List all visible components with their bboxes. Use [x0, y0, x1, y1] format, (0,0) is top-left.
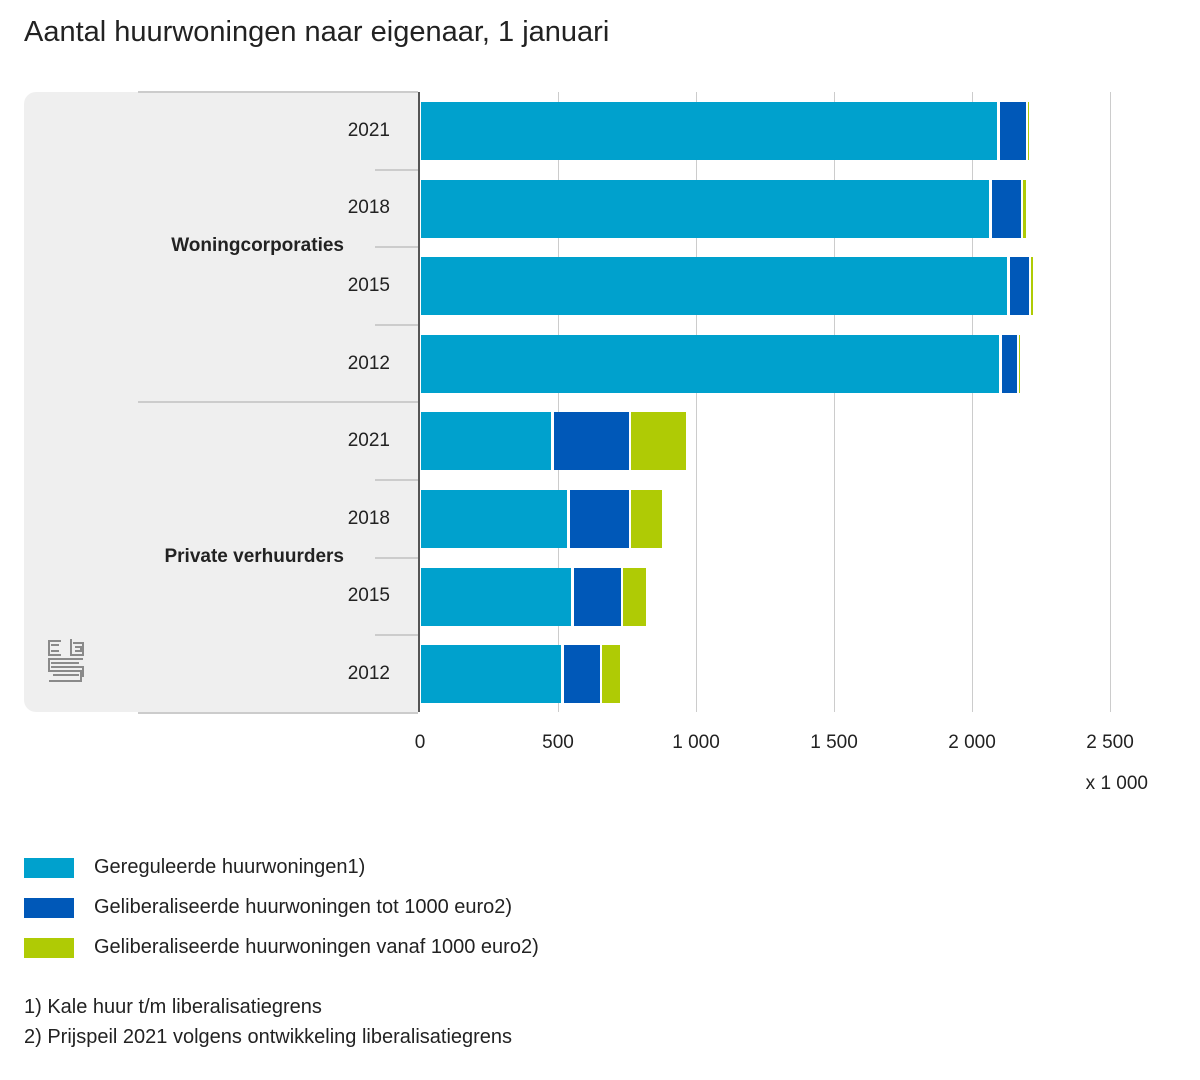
legend-swatch — [24, 938, 74, 958]
group-separator — [138, 401, 418, 404]
category-label: 2015 — [347, 275, 390, 296]
bar-segment[interactable] — [421, 179, 989, 238]
bar-segment[interactable] — [563, 645, 600, 704]
legend-swatch — [24, 858, 74, 878]
gridline — [558, 92, 559, 712]
legend-label: Geliberaliseerde huurwoningen vanaf 1000… — [94, 936, 539, 958]
row-separator — [375, 634, 418, 637]
x-tick-label: 2 500 — [1086, 732, 1134, 753]
row-separator — [375, 556, 418, 559]
gridline — [1110, 92, 1111, 712]
cbs-logo-icon — [48, 639, 84, 682]
bar-segment[interactable] — [421, 490, 567, 548]
gridline — [972, 92, 973, 712]
category-label: 2012 — [347, 663, 390, 684]
bar-segment[interactable] — [421, 412, 551, 471]
bar-segment[interactable] — [1001, 334, 1017, 393]
bar-segment[interactable] — [1027, 102, 1030, 160]
bar-segment[interactable] — [999, 102, 1026, 160]
group-separator — [138, 91, 418, 93]
chart-title: Aantal huurwoningen naar eigenaar, 1 jan… — [24, 16, 610, 48]
x-tick-label: 0 — [414, 732, 426, 753]
bar-segment[interactable] — [1031, 257, 1033, 316]
row-separator — [375, 168, 418, 171]
legend-swatch — [24, 898, 74, 918]
bar-segment[interactable] — [991, 179, 1021, 238]
x-tick-label: 500 — [542, 732, 574, 753]
bar-segment[interactable] — [1018, 334, 1021, 393]
gridline — [834, 92, 835, 712]
row-separator — [375, 323, 418, 326]
gridline — [696, 92, 697, 712]
legend-label: Geliberaliseerde huurwoningen tot 1000 e… — [94, 896, 513, 918]
bar-segment[interactable] — [569, 490, 629, 548]
footnote-1: 1) Kale huur t/m liberalisatiegrens — [24, 996, 322, 1018]
x-tick-label: 1 500 — [810, 732, 858, 753]
x-tick-label: 2 000 — [948, 732, 996, 753]
bar-segment[interactable] — [601, 645, 621, 704]
bar-segment[interactable] — [421, 102, 997, 160]
category-label: 2021 — [347, 119, 390, 141]
bar-segment[interactable] — [630, 490, 663, 548]
category-label: 2012 — [347, 352, 390, 374]
bottom-separator — [138, 711, 418, 714]
bar-segment[interactable] — [630, 412, 687, 471]
category-label: 2021 — [347, 430, 390, 452]
x-tick-label: 1 000 — [672, 732, 720, 753]
bar-segment[interactable] — [1022, 179, 1026, 238]
group-label: Private verhuurders — [164, 545, 344, 567]
unit-label: x 1 000 — [1085, 773, 1148, 794]
bar-segment[interactable] — [421, 645, 561, 704]
row-separator — [375, 479, 418, 481]
bar-segment[interactable] — [421, 567, 572, 626]
legend-label: Gereguleerde huurwoningen1) — [94, 856, 366, 878]
category-label: 2018 — [347, 507, 390, 529]
bar-segment[interactable] — [1009, 257, 1030, 316]
category-label: 2018 — [347, 197, 390, 219]
bar-segment[interactable] — [421, 257, 1007, 316]
bar-segment[interactable] — [553, 412, 629, 471]
group-label: Woningcorporaties — [171, 235, 344, 257]
category-label: 2015 — [347, 585, 390, 607]
bar-segment[interactable] — [421, 334, 999, 393]
bar-segment[interactable] — [622, 567, 647, 626]
row-separator — [375, 246, 418, 249]
y-axis-line — [418, 92, 420, 712]
footnote-2: 2) Prijspeil 2021 volgens ontwikkeling l… — [24, 1026, 513, 1048]
bar-segment[interactable] — [574, 567, 621, 626]
